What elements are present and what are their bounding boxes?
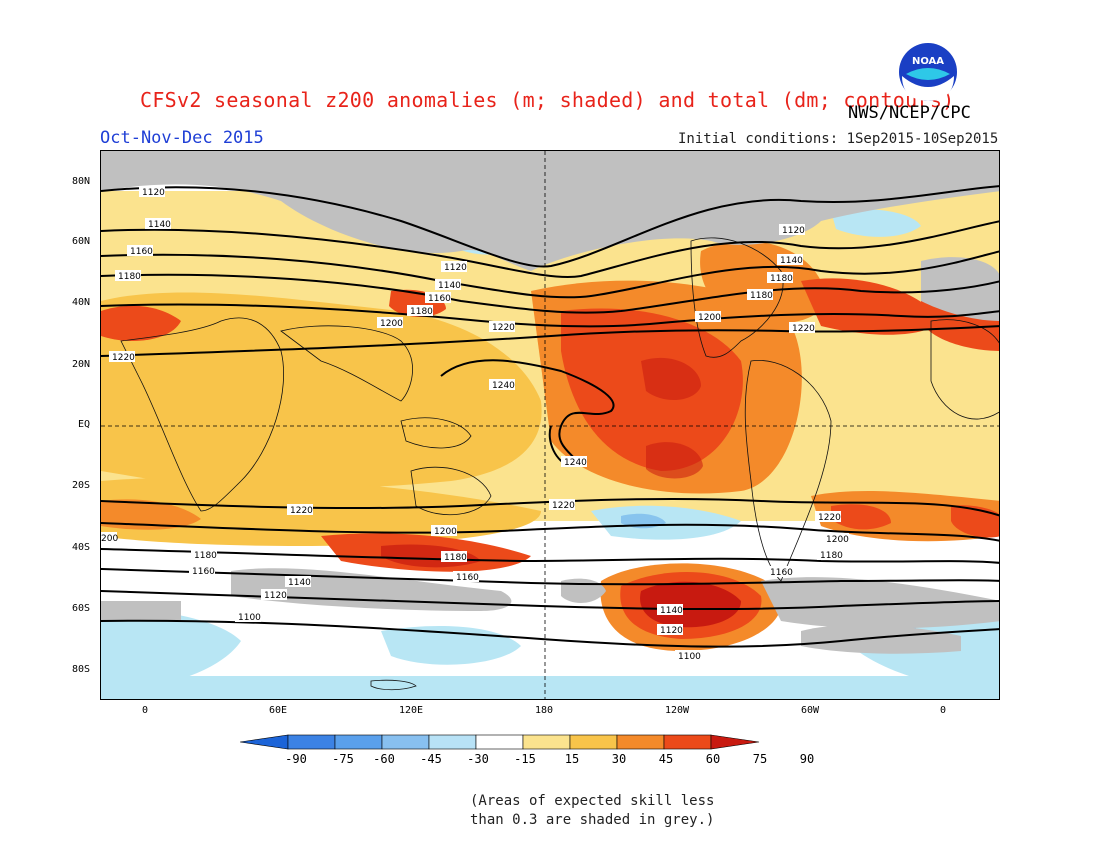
contour-label-1120e: 1120 <box>660 626 683 636</box>
lon-label-0-east: 0 <box>939 705 947 716</box>
contour-label-200: 200 <box>101 534 118 544</box>
contour-label-1180f: 1180 <box>444 553 467 563</box>
skill-footnote: (Areas of expected skill less than 0.3 a… <box>470 792 714 830</box>
lon-label-60w: 60W <box>800 705 820 716</box>
contour-label-1160e: 1160 <box>770 568 793 578</box>
colorbar-box <box>663 734 712 750</box>
coastlines <box>120 237 999 691</box>
contour-label-1160b: 1160 <box>428 294 451 304</box>
lat-label-80s: 80S <box>71 664 90 675</box>
colorbar-label-m15: -15 <box>514 752 536 766</box>
contour-label-group: 1120 1140 1160 1180 1200 1220 1240 1240 … <box>101 186 849 662</box>
colorbar-box <box>616 734 665 750</box>
contour-label-1140e: 1140 <box>660 606 683 616</box>
contour-label-1220c: 1220 <box>792 324 815 334</box>
contour-label-1180g: 1180 <box>820 551 843 561</box>
lat-label-eq: EQ <box>77 419 90 430</box>
contour-label-1200d: 1200 <box>434 527 457 537</box>
colorbar-arrow-high <box>710 734 760 750</box>
footnote-line-2: than 0.3 are shaded in grey.) <box>470 812 715 828</box>
contour-label-1180c: 1180 <box>770 274 793 284</box>
contour-label-1120d: 1120 <box>264 591 287 601</box>
initial-conditions: Initial conditions: 1Sep2015-10Sep2015 <box>678 131 999 147</box>
contour-label-1160d: 1160 <box>456 573 479 583</box>
colorbar <box>240 734 760 750</box>
contour-label-1220e: 1220 <box>552 501 575 511</box>
contour-label-1100b: 1100 <box>678 652 701 662</box>
lat-label-20n: 20N <box>71 359 90 370</box>
lat-label-60s: 60S <box>71 603 90 614</box>
colorbar-label-75: 75 <box>752 752 768 766</box>
colorbar-label-15: 15 <box>564 752 580 766</box>
contour-label-1180b: 1180 <box>410 307 433 317</box>
contour-label-1140c: 1140 <box>780 256 803 266</box>
contour-label-1140b: 1140 <box>438 281 461 291</box>
colorbar-box <box>475 734 524 750</box>
colorbar-label-45: 45 <box>658 752 674 766</box>
contour-label-1200c: 1200 <box>698 313 721 323</box>
colorbar-arrow-low <box>240 734 289 750</box>
logo-text: NOAA <box>912 56 944 67</box>
lat-label-40s: 40S <box>71 542 90 553</box>
contour-label-1240: 1240 <box>492 381 515 391</box>
lon-label-120e: 120E <box>398 705 424 716</box>
contour-label-1220f: 1220 <box>818 513 841 523</box>
contour-label-1120c: 1120 <box>782 226 805 236</box>
height-contours <box>101 185 999 648</box>
colorbar-box <box>569 734 618 750</box>
contour-label-1200e: 1200 <box>826 535 849 545</box>
contour-label-1200: 1200 <box>380 319 403 329</box>
lat-label-80n: 80N <box>71 176 90 187</box>
lat-label-60n: 60N <box>71 236 90 247</box>
noaa-logo: NOAA <box>899 43 957 101</box>
map-title: CFSv2 seasonal z200 anomalies (m; shaded… <box>140 88 955 112</box>
colorbar-label-30: 30 <box>611 752 627 766</box>
agency-label: NWS/NCEP/CPC <box>848 103 971 123</box>
contour-label-1220: 1220 <box>112 353 135 363</box>
lon-label-60e: 60E <box>268 705 288 716</box>
contour-label-1140d: 1140 <box>288 578 311 588</box>
contour-label-1180d: 1180 <box>750 291 773 301</box>
contour-label-1120: 1120 <box>142 188 165 198</box>
contour-label-1180: 1180 <box>118 272 141 282</box>
lat-label-20s: 20S <box>71 480 90 491</box>
colorbar-label-m60: -60 <box>373 752 395 766</box>
lon-label-180: 180 <box>534 705 554 716</box>
contour-label-1180e: 1180 <box>194 551 217 561</box>
lon-label-0: 0 <box>141 705 149 716</box>
colorbar-box <box>287 734 336 750</box>
lat-label-40n: 40N <box>71 297 90 308</box>
map-canvas: 1120 1140 1160 1180 1200 1220 1240 1240 … <box>101 151 999 699</box>
footnote-line-1: (Areas of expected skill less <box>470 793 715 809</box>
contour-label-1120b: 1120 <box>444 263 467 273</box>
contour-label-1240b: 1240 <box>564 458 587 468</box>
colorbar-label-90: 90 <box>799 752 815 766</box>
colorbar-box <box>428 734 477 750</box>
contour-label-1160: 1160 <box>130 247 153 257</box>
contour-label-1140: 1140 <box>148 220 171 230</box>
colorbar-box <box>381 734 430 750</box>
colorbar-label-m30: -30 <box>467 752 489 766</box>
colorbar-label-m90: -90 <box>285 752 307 766</box>
anomaly-map: 1120 1140 1160 1180 1200 1220 1240 1240 … <box>100 150 1000 700</box>
contour-label-1160c: 1160 <box>192 567 215 577</box>
contour-label-1100: 1100 <box>238 613 261 623</box>
forecast-period: Oct-Nov-Dec 2015 <box>100 128 264 148</box>
colorbar-box <box>334 734 383 750</box>
contour-label-1220d: 1220 <box>290 506 313 516</box>
colorbar-label-m45: -45 <box>420 752 442 766</box>
colorbar-box <box>522 734 571 750</box>
colorbar-boxes <box>240 734 760 750</box>
colorbar-label-60: 60 <box>705 752 721 766</box>
contour-label-1220b: 1220 <box>492 323 515 333</box>
colorbar-label-m75: -75 <box>332 752 354 766</box>
lon-label-120w: 120W <box>664 705 690 716</box>
